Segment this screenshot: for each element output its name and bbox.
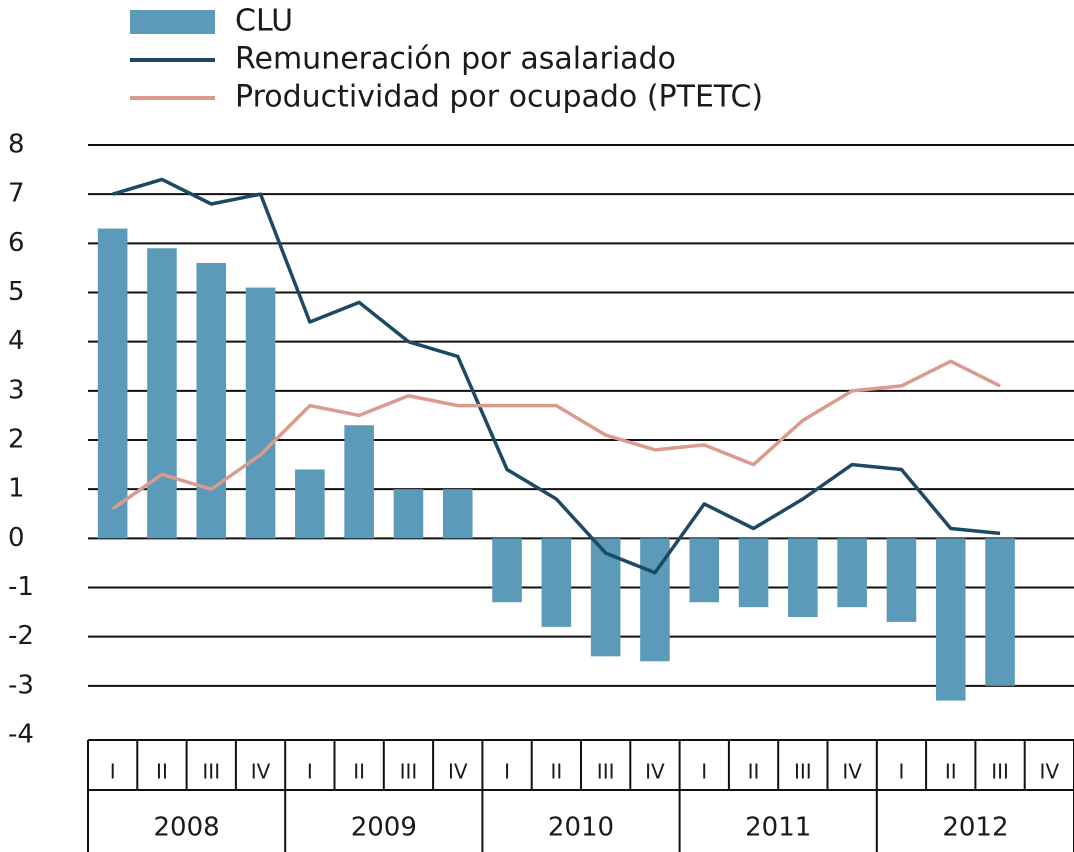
year-label: 2009 [351, 813, 417, 843]
bar [837, 538, 867, 608]
y-tick-label: -2 [8, 621, 34, 651]
y-tick-label: 5 [8, 277, 25, 307]
y-tick-label: -4 [8, 720, 34, 750]
x-tick-label: IV [448, 760, 468, 784]
y-tick-label: 1 [8, 474, 25, 504]
y-tick-label: 7 [8, 179, 25, 209]
year-label: 2012 [942, 813, 1008, 843]
x-tick-label: III [991, 760, 1009, 784]
year-label: 2008 [154, 813, 220, 843]
y-tick-label: -3 [8, 670, 34, 700]
legend-label: Remuneración por asalariado [235, 42, 676, 77]
x-tick-label: II [945, 760, 957, 784]
y-tick-label: 8 [8, 130, 25, 160]
x-tick-label: IV [1040, 760, 1060, 784]
bar [442, 489, 473, 539]
line [112, 177, 1001, 575]
bar [935, 538, 966, 701]
y-tick-label: 4 [8, 326, 25, 356]
bar [689, 538, 720, 603]
bar [97, 228, 128, 539]
bar [196, 263, 227, 539]
line [111, 359, 1001, 511]
x-tick-label: II [550, 760, 562, 784]
bar [147, 248, 177, 539]
x-tick-label: III [794, 760, 812, 784]
x-tick-label: I [701, 760, 707, 784]
bar [295, 469, 325, 539]
x-tick-label: III [202, 760, 220, 784]
x-tick-label: IV [251, 760, 271, 784]
x-tick-label: I [307, 760, 313, 784]
y-tick-label: 2 [8, 425, 25, 455]
y-tick-label: 6 [8, 228, 25, 258]
bar [245, 287, 276, 539]
x-tick-label: IV [842, 760, 862, 784]
legend-swatch [130, 10, 215, 34]
y-tick-label: 0 [8, 523, 25, 553]
x-tick-label: II [353, 760, 365, 784]
bar [492, 538, 522, 603]
x-tick-label: III [597, 760, 615, 784]
x-tick-label: III [400, 760, 418, 784]
x-tick-label: II [156, 760, 168, 784]
y-tick-label: -1 [8, 572, 34, 602]
year-label: 2010 [548, 813, 614, 843]
bar [344, 425, 374, 539]
legend-label: Productividad por ocupado (PTETC) [235, 80, 763, 115]
x-tick-label: IV [645, 760, 665, 784]
year-label: 2011 [745, 813, 811, 843]
x-tick-label: I [504, 760, 510, 784]
bar [886, 538, 917, 622]
bar [541, 538, 572, 627]
bar [788, 538, 818, 617]
y-tick-label: 3 [8, 375, 25, 405]
x-tick-label: I [898, 760, 904, 784]
bar [738, 538, 769, 608]
x-tick-label: II [748, 760, 760, 784]
bar [393, 489, 424, 539]
bar [985, 538, 1015, 686]
legend-label: CLU [235, 4, 293, 39]
x-tick-label: I [110, 760, 116, 784]
